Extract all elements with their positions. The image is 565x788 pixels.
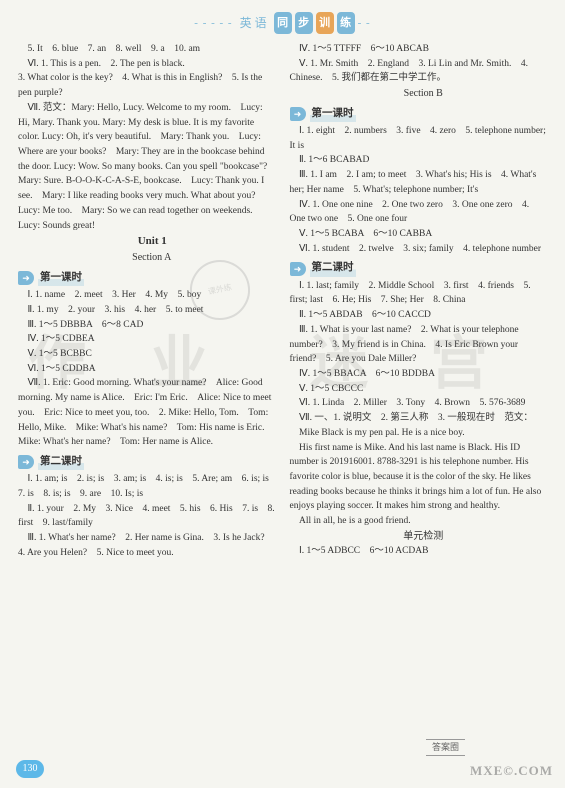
text-line: Ⅴ. 1～5 CBCCC bbox=[290, 382, 548, 397]
text-line: 5. It 6. blue 7. an 8. well 9. a 10. am bbox=[18, 42, 276, 57]
text-line: Ⅱ. 1～5 ABDAB 6～10 CACCD bbox=[290, 308, 548, 323]
lesson-label: 第一课时 bbox=[38, 270, 84, 286]
text-line: Ⅰ. 1. last; family 2. Middle School 3. f… bbox=[290, 279, 548, 308]
page-number: 130 bbox=[16, 760, 44, 778]
text-line: 3. What color is the key? 4. What is thi… bbox=[18, 71, 276, 100]
unit-test-title: 单元检测 bbox=[290, 529, 548, 545]
text-line: Ⅱ. 1. your 2. My 3. Nice 4. meet 5. his … bbox=[18, 502, 276, 531]
text-line: Ⅰ. 1. name 2. meet 3. Her 4. My 5. boy bbox=[18, 288, 276, 303]
lesson-label: 第二课时 bbox=[38, 454, 84, 470]
lesson-heading: ➜ 第二课时 bbox=[18, 454, 276, 470]
text-line: Ⅱ. 1～6 BCABAD bbox=[290, 153, 548, 168]
section-title: Section B bbox=[290, 86, 548, 102]
section-title: Section A bbox=[18, 250, 276, 266]
header-decoration: - - - - - 英 语 同 步 训 练 - - bbox=[194, 12, 370, 34]
text-line: All in all, he is a good friend. bbox=[290, 514, 548, 529]
text-line: Ⅱ. 1. my 2. your 3. his 4. her 5. to mee… bbox=[18, 303, 276, 318]
lesson-heading: ➜ 第一课时 bbox=[18, 270, 276, 286]
lesson-label: 第二课时 bbox=[310, 260, 356, 276]
text-line: Ⅳ. 1～5 BBACA 6～10 BDDBA bbox=[290, 367, 548, 382]
arrow-icon: ➜ bbox=[18, 271, 34, 285]
corner-watermark: MXE©.COM bbox=[470, 761, 553, 781]
text-line: Ⅵ. 1～5 CDDBA bbox=[18, 362, 276, 377]
text-line: Ⅲ. 1. I am 2. I am; to meet 3. What's hi… bbox=[290, 168, 548, 197]
arrow-icon: ➜ bbox=[290, 107, 306, 121]
text-line: Ⅳ. 1～5 CDBEA bbox=[18, 332, 276, 347]
corner-badge: 答案圈 bbox=[426, 739, 465, 757]
arrow-icon: ➜ bbox=[290, 262, 306, 276]
lesson-label: 第一课时 bbox=[310, 106, 356, 122]
text-line: Ⅳ. 1～5 TTFFF 6～10 ABCAB bbox=[290, 42, 548, 57]
unit-title: Unit 1 bbox=[18, 233, 276, 250]
content-columns: 5. It 6. blue 7. an 8. well 9. a 10. am … bbox=[0, 42, 565, 561]
badge-1: 同 bbox=[274, 12, 292, 34]
page-header: - - - - - 英 语 同 步 训 练 - - bbox=[0, 0, 565, 42]
text-line: Ⅰ. 1. am; is 2. is; is 3. am; is 4. is; … bbox=[18, 472, 276, 501]
left-column: 5. It 6. blue 7. an 8. well 9. a 10. am … bbox=[18, 42, 276, 561]
text-line: Ⅲ. 1～5 DBBBA 6～8 CAD bbox=[18, 318, 276, 333]
header-subject: 英 语 bbox=[240, 14, 267, 32]
badge-2: 步 bbox=[295, 12, 313, 34]
text-paragraph: Ⅶ. 1. Eric: Good morning. What's your na… bbox=[18, 376, 276, 450]
text-line: Ⅰ. 1～5 ADBCC 6～10 ACDAB bbox=[290, 544, 548, 559]
text-line: Mike Black is my pen pal. He is a nice b… bbox=[290, 426, 548, 441]
lesson-heading: ➜ 第一课时 bbox=[290, 106, 548, 122]
text-line: Ⅶ. 一、1. 说明文 2. 第三人称 3. 一般现在时 范文： bbox=[290, 411, 548, 426]
text-line: Ⅵ. 1. Linda 2. Miller 3. Tony 4. Brown 5… bbox=[290, 396, 548, 411]
text-line: Ⅳ. 1. One one nine 2. One two zero 3. On… bbox=[290, 198, 548, 227]
text-line: Ⅰ. 1. eight 2. numbers 3. five 4. zero 5… bbox=[290, 124, 548, 153]
dash-right: - - bbox=[358, 15, 371, 32]
text-line: Ⅴ. 1～5 BCABA 6～10 CABBA bbox=[290, 227, 548, 242]
dash-left: - - - - - bbox=[194, 15, 232, 32]
badge-3: 训 bbox=[316, 12, 334, 34]
text-line: Ⅵ. 1. student 2. twelve 3. six; family 4… bbox=[290, 242, 548, 257]
text-line: Ⅲ. 1. What is your last name? 2. What is… bbox=[290, 323, 548, 367]
lesson-heading: ➜ 第二课时 bbox=[290, 260, 548, 276]
text-line: Ⅵ. 1. This is a pen. 2. The pen is black… bbox=[18, 57, 276, 72]
text-line: Ⅲ. 1. What's her name? 2. Her name is Gi… bbox=[18, 531, 276, 560]
text-paragraph: His first name is Mike. And his last nam… bbox=[290, 441, 548, 515]
right-column: Ⅳ. 1～5 TTFFF 6～10 ABCAB Ⅴ. 1. Mr. Smith … bbox=[290, 42, 548, 561]
badge-4: 练 bbox=[337, 12, 355, 34]
arrow-icon: ➜ bbox=[18, 455, 34, 469]
text-line: Ⅴ. 1～5 BCBBC bbox=[18, 347, 276, 362]
text-line: Ⅴ. 1. Mr. Smith 2. England 3. Li Lin and… bbox=[290, 57, 548, 86]
text-paragraph: Ⅶ. 范文：Mary: Hello, Lucy. Welcome to my r… bbox=[18, 101, 276, 233]
